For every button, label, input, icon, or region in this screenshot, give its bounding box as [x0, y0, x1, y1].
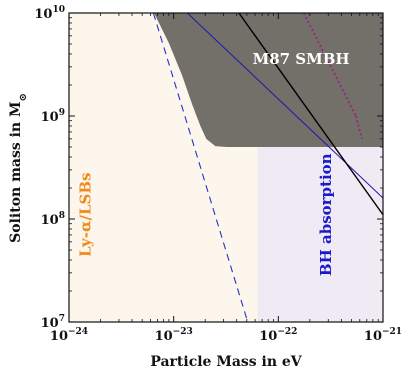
annotation-1: Ly-α/LSBs: [76, 172, 94, 256]
x-tick-label-3-base: 10: [364, 329, 382, 344]
x-tick-label-2: 10−22: [259, 327, 297, 344]
y-axis-title: Soliton mass in M⊙: [8, 93, 29, 243]
y-tick-label-2: 109: [41, 108, 65, 125]
x-axis-title: Particle Mass in eV: [150, 354, 302, 370]
y-axis-title-subscript: ⊙: [18, 93, 29, 101]
y-tick-label-3-base: 10: [34, 7, 52, 22]
x-tick-label-1: 10−23: [155, 327, 193, 344]
series-lines: [152, 13, 383, 322]
annotation-2: BH absorption: [317, 153, 335, 276]
y-tick-label-3-exponent: 10: [52, 5, 65, 15]
y-tick-label-2-exponent: 9: [59, 108, 65, 118]
x-tick-label-0: 10−24: [50, 327, 88, 344]
x-tick-label-3: 10−21: [364, 327, 402, 344]
regions: [69, 13, 383, 322]
series-line-1: [186, 13, 383, 199]
y-tick-label-1: 108: [41, 211, 65, 228]
y-tick-label-0: 107: [41, 314, 65, 331]
x-tick-label-2-exponent: −22: [277, 327, 297, 337]
annotation-0: M87 SMBH: [253, 50, 350, 68]
x-tick-label-0-exponent: −24: [68, 327, 88, 337]
x-tick-label-3-exponent: −21: [382, 327, 402, 337]
plot-frame: [68, 12, 384, 323]
y-tick-label-0-base: 10: [41, 316, 59, 331]
x-tick-label-2-base: 10: [259, 329, 277, 344]
series-line-2: [238, 13, 383, 216]
y-axis-title-text: Soliton mass in M: [8, 102, 24, 243]
region-m87-smbh: [154, 13, 383, 148]
series-line-0: [152, 13, 249, 322]
y-tick-label-1-exponent: 8: [59, 211, 65, 221]
y-tick-label-0-exponent: 7: [59, 314, 65, 324]
y-tick-label-3: 1010: [34, 5, 65, 22]
series-line-3: [303, 13, 357, 117]
y-tick-label-1-base: 10: [41, 213, 59, 228]
series-line-4: [355, 115, 363, 140]
x-tick-label-1-base: 10: [155, 329, 173, 344]
annotations: M87 SMBH Ly-α/LSBs BH absorption: [76, 50, 349, 276]
y-tick-label-2-base: 10: [41, 110, 59, 125]
x-tick-label-0-base: 10: [50, 329, 68, 344]
x-tick-label-1-exponent: −23: [173, 327, 193, 337]
